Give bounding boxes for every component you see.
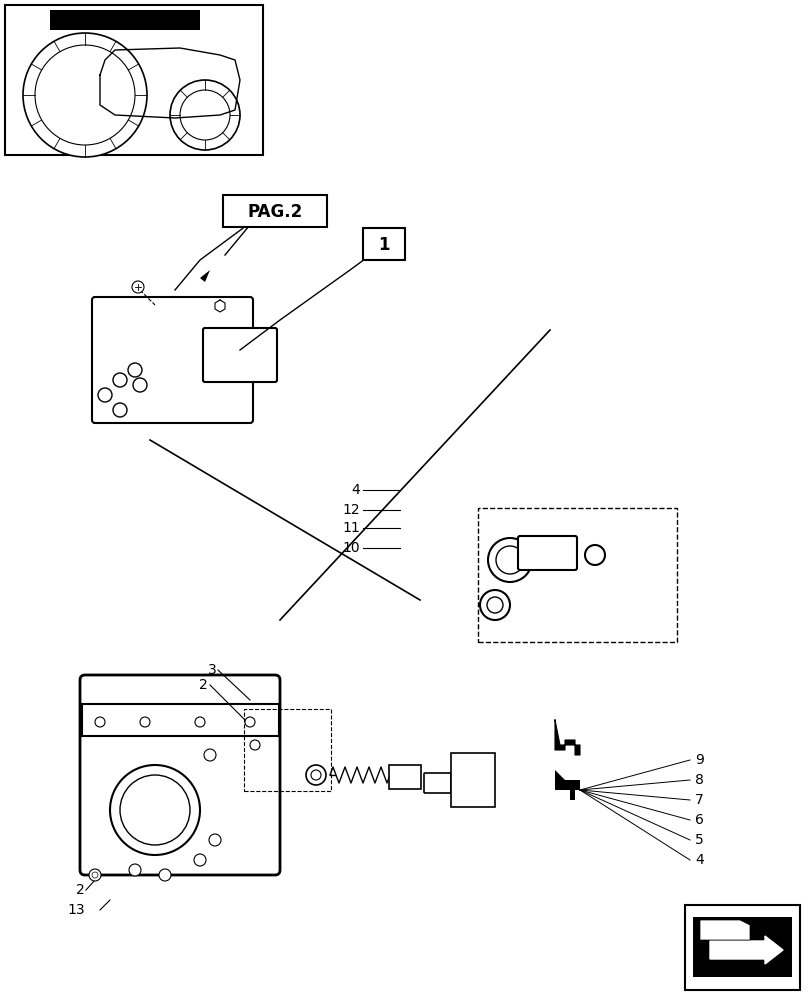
FancyBboxPatch shape xyxy=(80,675,280,875)
Circle shape xyxy=(109,765,200,855)
Circle shape xyxy=(245,717,255,727)
Circle shape xyxy=(204,749,216,761)
Bar xyxy=(692,917,791,977)
Circle shape xyxy=(208,834,221,846)
Text: 6: 6 xyxy=(694,813,703,827)
Circle shape xyxy=(129,864,141,876)
Circle shape xyxy=(89,869,101,881)
Text: 8: 8 xyxy=(694,773,703,787)
FancyBboxPatch shape xyxy=(363,228,405,260)
Bar xyxy=(684,905,799,990)
FancyBboxPatch shape xyxy=(388,765,420,789)
Text: 4: 4 xyxy=(351,483,359,497)
Text: PAG.2: PAG.2 xyxy=(247,203,303,221)
Circle shape xyxy=(487,538,531,582)
Circle shape xyxy=(23,33,147,157)
Text: 2: 2 xyxy=(199,678,208,692)
Circle shape xyxy=(584,545,604,565)
Circle shape xyxy=(496,546,523,574)
FancyBboxPatch shape xyxy=(223,195,327,227)
Circle shape xyxy=(194,854,206,866)
Polygon shape xyxy=(200,270,210,282)
FancyArrow shape xyxy=(709,936,782,964)
Text: 12: 12 xyxy=(342,503,359,517)
Circle shape xyxy=(139,717,150,727)
Circle shape xyxy=(169,80,240,150)
Circle shape xyxy=(250,740,260,750)
Text: 1: 1 xyxy=(378,236,389,254)
Circle shape xyxy=(311,770,320,780)
Text: 3: 3 xyxy=(208,663,217,677)
Text: 4: 4 xyxy=(694,853,703,867)
Circle shape xyxy=(92,872,98,878)
Polygon shape xyxy=(554,770,579,800)
FancyBboxPatch shape xyxy=(517,536,577,570)
Polygon shape xyxy=(699,920,749,940)
Circle shape xyxy=(132,281,144,293)
Bar xyxy=(692,912,791,982)
Circle shape xyxy=(159,869,171,881)
Text: 9: 9 xyxy=(694,753,703,767)
Text: 10: 10 xyxy=(342,541,359,555)
FancyBboxPatch shape xyxy=(450,753,495,807)
Circle shape xyxy=(487,597,502,613)
FancyBboxPatch shape xyxy=(82,704,279,736)
Bar xyxy=(50,10,200,30)
FancyBboxPatch shape xyxy=(423,773,450,793)
FancyBboxPatch shape xyxy=(92,297,253,423)
Circle shape xyxy=(113,373,127,387)
Circle shape xyxy=(479,590,509,620)
Circle shape xyxy=(95,717,105,727)
Text: 7: 7 xyxy=(694,793,703,807)
Text: 11: 11 xyxy=(341,521,359,535)
Text: 13: 13 xyxy=(67,903,85,917)
Circle shape xyxy=(120,775,190,845)
Polygon shape xyxy=(554,720,579,755)
Bar xyxy=(5,5,263,155)
FancyBboxPatch shape xyxy=(203,328,277,382)
Text: 5: 5 xyxy=(694,833,703,847)
Circle shape xyxy=(128,363,142,377)
Circle shape xyxy=(195,717,204,727)
Circle shape xyxy=(98,388,112,402)
Text: 2: 2 xyxy=(76,883,85,897)
Circle shape xyxy=(306,765,325,785)
Circle shape xyxy=(113,403,127,417)
Circle shape xyxy=(133,378,147,392)
